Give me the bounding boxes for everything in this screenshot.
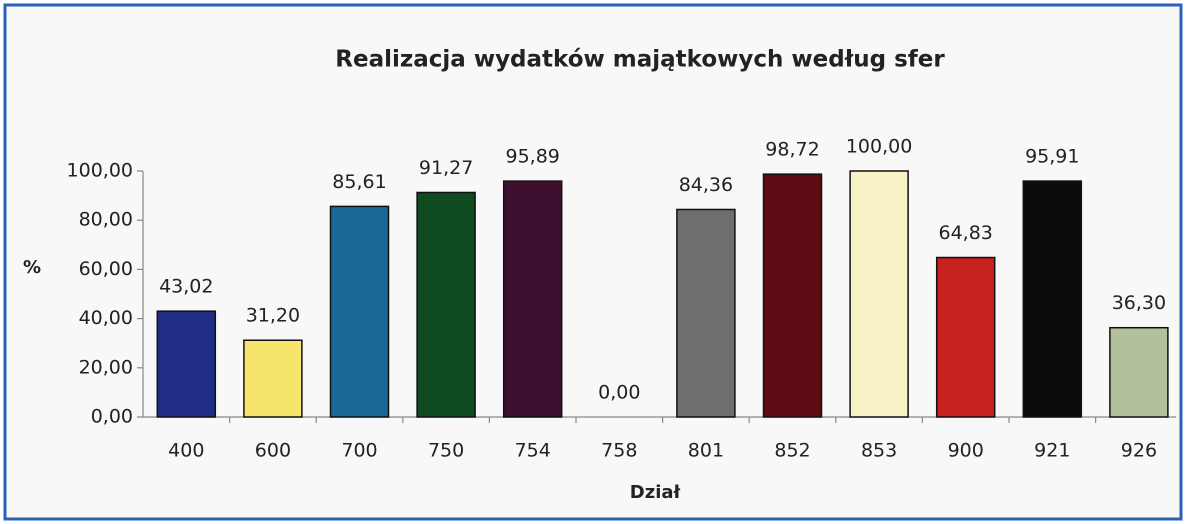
y-tick-label: 20,00 bbox=[79, 356, 133, 378]
bar bbox=[762, 173, 823, 418]
x-tick-label: 926 bbox=[1121, 440, 1157, 462]
bar bbox=[416, 191, 476, 418]
value-label: 85,61 bbox=[332, 171, 386, 193]
x-tick-label: 852 bbox=[774, 440, 810, 462]
x-tick-label: 900 bbox=[948, 440, 984, 462]
x-tick-label: 700 bbox=[341, 440, 377, 462]
value-label: 95,91 bbox=[1025, 146, 1079, 168]
bar bbox=[935, 256, 996, 418]
bar bbox=[329, 205, 390, 418]
y-axis-label: % bbox=[23, 257, 41, 278]
value-label: 91,27 bbox=[419, 157, 473, 179]
value-label: 36,30 bbox=[1112, 292, 1166, 314]
value-label: 98,72 bbox=[765, 139, 819, 161]
y-tick-label: 100,00 bbox=[67, 160, 133, 182]
x-tick-label: 853 bbox=[861, 440, 897, 462]
chart-title: Realizacja wydatków majątkowych według s… bbox=[335, 47, 945, 73]
value-label: 0,00 bbox=[598, 382, 640, 404]
x-tick-label: 921 bbox=[1034, 440, 1070, 462]
bar bbox=[676, 208, 736, 418]
y-tick-label: 40,00 bbox=[79, 307, 133, 329]
y-tick-label: 60,00 bbox=[79, 258, 133, 280]
y-tick-label: 80,00 bbox=[79, 209, 133, 231]
bar bbox=[1022, 180, 1083, 418]
value-label: 64,83 bbox=[938, 222, 992, 244]
x-tick-label: 801 bbox=[688, 440, 724, 462]
x-tick-label: 600 bbox=[255, 440, 291, 462]
x-tick-label: 400 bbox=[168, 440, 204, 462]
x-tick-label: 758 bbox=[601, 440, 637, 462]
x-tick-label: 750 bbox=[428, 440, 464, 462]
bar bbox=[1109, 326, 1169, 418]
value-label: 43,02 bbox=[159, 276, 213, 298]
bar bbox=[156, 310, 217, 418]
x-axis-label: Dział bbox=[630, 482, 682, 503]
y-tick-label: 0,00 bbox=[91, 406, 133, 428]
value-label: 95,89 bbox=[505, 146, 559, 168]
value-label: 84,36 bbox=[679, 174, 733, 196]
bar bbox=[502, 180, 563, 418]
value-label: 100,00 bbox=[846, 136, 912, 158]
bar bbox=[243, 339, 303, 418]
value-label: 31,20 bbox=[246, 305, 300, 327]
bar bbox=[849, 170, 909, 418]
x-tick-label: 754 bbox=[515, 440, 551, 462]
